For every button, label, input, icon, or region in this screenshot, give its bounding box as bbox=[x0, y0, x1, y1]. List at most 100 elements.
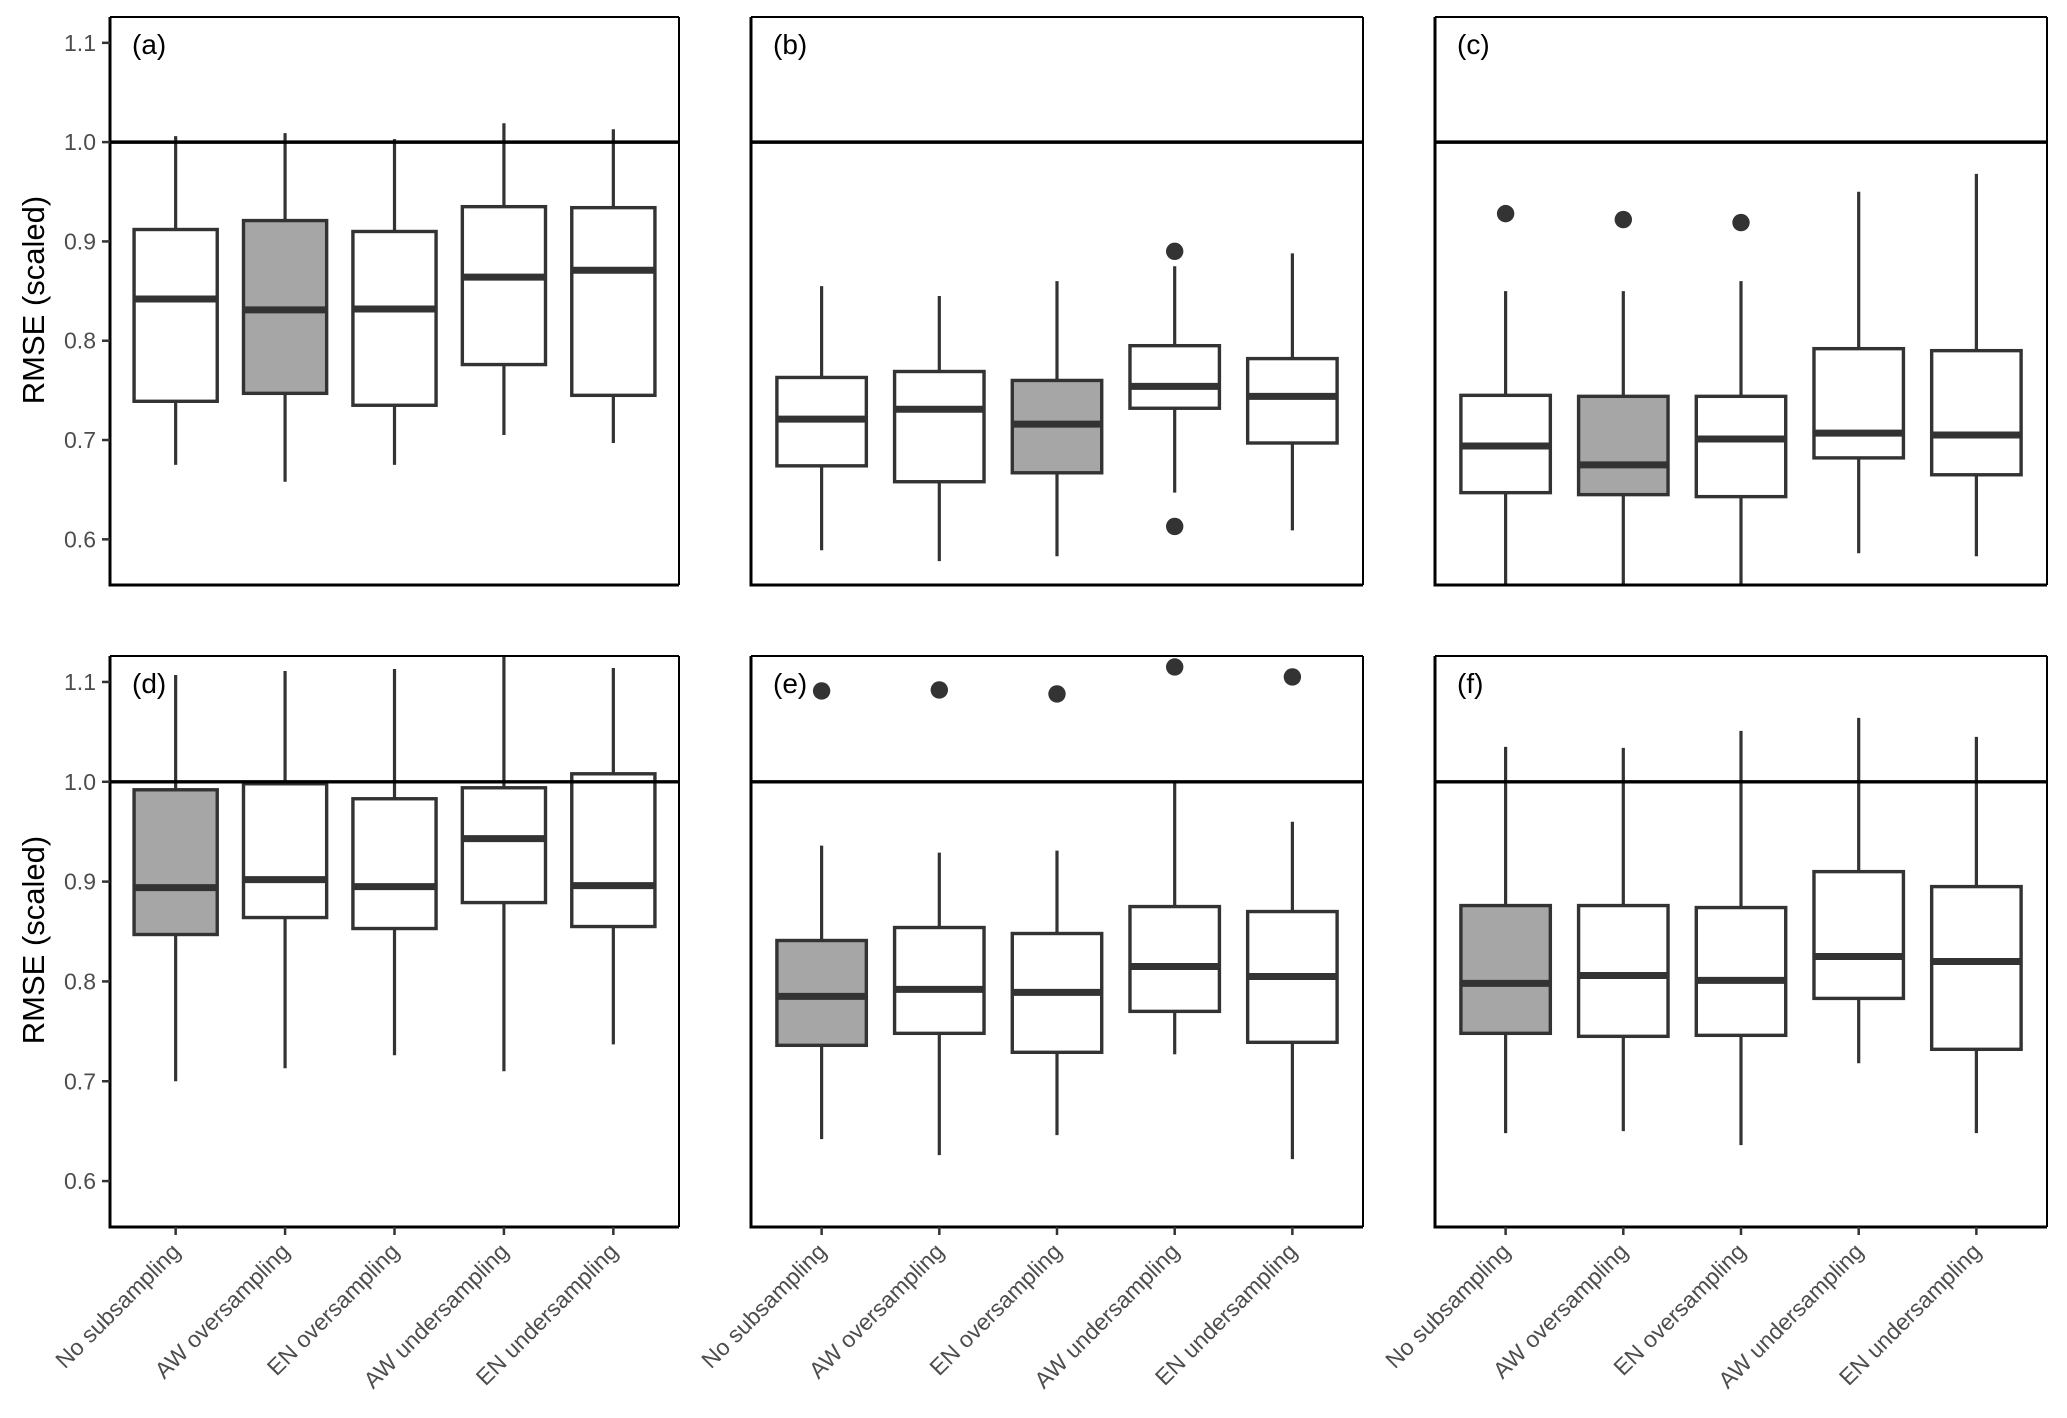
box-en-oversampling bbox=[1010, 281, 1104, 557]
box-no-subsampling bbox=[775, 682, 869, 1140]
outlier-point bbox=[1732, 213, 1750, 232]
outlier-point bbox=[812, 682, 831, 700]
y-tick-label: 0.7 bbox=[64, 1068, 96, 1094]
y-tick-label: 0.6 bbox=[64, 526, 96, 552]
box-en-undersampling bbox=[1245, 668, 1339, 1160]
iqr-box bbox=[1929, 884, 2023, 1052]
box-aw-oversampling bbox=[241, 670, 329, 1069]
box-en-oversampling bbox=[1694, 213, 1788, 585]
box-en-oversampling bbox=[1694, 730, 1788, 1146]
y-tick-label: 0.8 bbox=[64, 968, 96, 994]
y-tick-label: 0.8 bbox=[64, 328, 96, 354]
iqr-box bbox=[241, 782, 329, 920]
panel-label: (d) bbox=[132, 668, 166, 699]
box-no-subsampling bbox=[1459, 746, 1553, 1134]
iqr-box bbox=[351, 229, 438, 407]
y-tick-label: 1.1 bbox=[64, 30, 96, 56]
y-tick-label: 0.7 bbox=[64, 427, 96, 453]
iqr-box bbox=[570, 772, 657, 929]
iqr-box bbox=[1576, 903, 1670, 1039]
iqr-box bbox=[460, 786, 548, 905]
iqr-box bbox=[1812, 869, 1906, 1001]
iqr-box bbox=[1929, 348, 2023, 477]
iqr-box bbox=[1694, 905, 1788, 1038]
iqr-box bbox=[1128, 904, 1222, 1014]
box-aw-undersampling bbox=[460, 123, 548, 436]
iqr-box bbox=[1245, 356, 1339, 445]
iqr-box bbox=[892, 925, 986, 1036]
iqr-box bbox=[351, 797, 438, 931]
panel-plot-area bbox=[751, 140, 1363, 562]
box-aw-undersampling bbox=[1812, 717, 1906, 1064]
iqr-box bbox=[1694, 394, 1788, 499]
box-aw-oversampling bbox=[241, 133, 329, 482]
box-aw-oversampling bbox=[892, 296, 986, 562]
box-no-subsampling bbox=[132, 136, 219, 465]
outlier-point bbox=[1165, 658, 1184, 676]
box-en-undersampling bbox=[1929, 173, 2023, 557]
iqr-box bbox=[1128, 343, 1222, 410]
box-aw-undersampling bbox=[1812, 191, 1906, 554]
box-en-undersampling bbox=[1245, 253, 1339, 531]
box-aw-oversampling bbox=[1576, 747, 1670, 1132]
y-axis-title: RMSE (scaled) bbox=[16, 836, 51, 1044]
panel-plot-area bbox=[110, 123, 679, 482]
y-axis-title-top: RMSE (scaled) bbox=[16, 196, 51, 404]
panel-label: (b) bbox=[773, 29, 807, 60]
x-tick-label: No subsampling bbox=[1380, 1238, 1515, 1373]
panel-plot-area bbox=[1435, 140, 2047, 585]
outlier-point bbox=[1496, 204, 1515, 223]
outlier-point bbox=[1283, 668, 1302, 686]
iqr-box bbox=[1812, 346, 1906, 460]
box-en-oversampling bbox=[1010, 685, 1104, 1136]
box-aw-oversampling bbox=[1576, 210, 1670, 585]
box-no-subsampling bbox=[1459, 204, 1553, 585]
panel-plot-area bbox=[110, 656, 679, 1082]
box-en-oversampling bbox=[351, 139, 438, 465]
panel-label: (a) bbox=[132, 29, 166, 60]
panel-plot-area bbox=[751, 658, 1363, 1160]
x-tick-label: No subsampling bbox=[696, 1238, 831, 1373]
box-aw-oversampling bbox=[892, 681, 986, 1156]
iqr-box bbox=[1459, 903, 1553, 1036]
y-axis-title-bottom: RMSE (scaled) bbox=[16, 836, 51, 1044]
panel-label: (c) bbox=[1457, 29, 1490, 60]
box-no-subsampling bbox=[132, 674, 219, 1082]
panel-plot-area bbox=[1435, 717, 2047, 1146]
y-tick-label: 0.9 bbox=[64, 228, 96, 254]
box-aw-undersampling bbox=[460, 656, 548, 1072]
y-axis-title: RMSE (scaled) bbox=[16, 196, 51, 404]
box-en-undersampling bbox=[1929, 736, 2023, 1134]
outlier-point bbox=[1165, 517, 1184, 536]
outlier-point bbox=[930, 681, 949, 699]
iqr-box bbox=[892, 369, 986, 484]
box-en-undersampling bbox=[570, 129, 657, 443]
panel-label: (e) bbox=[773, 668, 807, 699]
iqr-box bbox=[460, 204, 548, 367]
panel-b: (b) bbox=[749, 16, 1364, 587]
box-no-subsampling bbox=[775, 286, 869, 551]
y-tick-label: 1.0 bbox=[64, 129, 96, 155]
iqr-box bbox=[132, 227, 219, 403]
iqr-box bbox=[570, 205, 657, 398]
box-en-oversampling bbox=[351, 668, 438, 1056]
y-tick-label: 1.1 bbox=[64, 669, 96, 695]
y-tick-label: 0.9 bbox=[64, 869, 96, 895]
outlier-point bbox=[1614, 210, 1633, 229]
outlier-point bbox=[1048, 685, 1066, 703]
iqr-box bbox=[132, 788, 219, 937]
box-en-undersampling bbox=[570, 667, 657, 1045]
y-tick-label: 1.0 bbox=[64, 769, 96, 795]
box-aw-undersampling bbox=[1128, 658, 1222, 1055]
y-tick-label: 0.6 bbox=[64, 1168, 96, 1194]
iqr-box bbox=[1576, 394, 1670, 497]
facet-panels: (a) 0.6 0.7 0.8 0.9 1.0 1.1 (b) (c) (d) 0.6 0.7 0.8 0… bbox=[50, 16, 2048, 1393]
panel-a: (a) 0.6 0.7 0.8 0.9 1.0 1.1 bbox=[64, 16, 680, 587]
box-aw-undersampling bbox=[1128, 242, 1222, 536]
panel-label: (f) bbox=[1457, 668, 1483, 699]
panel-c: (c) bbox=[1433, 16, 2048, 587]
